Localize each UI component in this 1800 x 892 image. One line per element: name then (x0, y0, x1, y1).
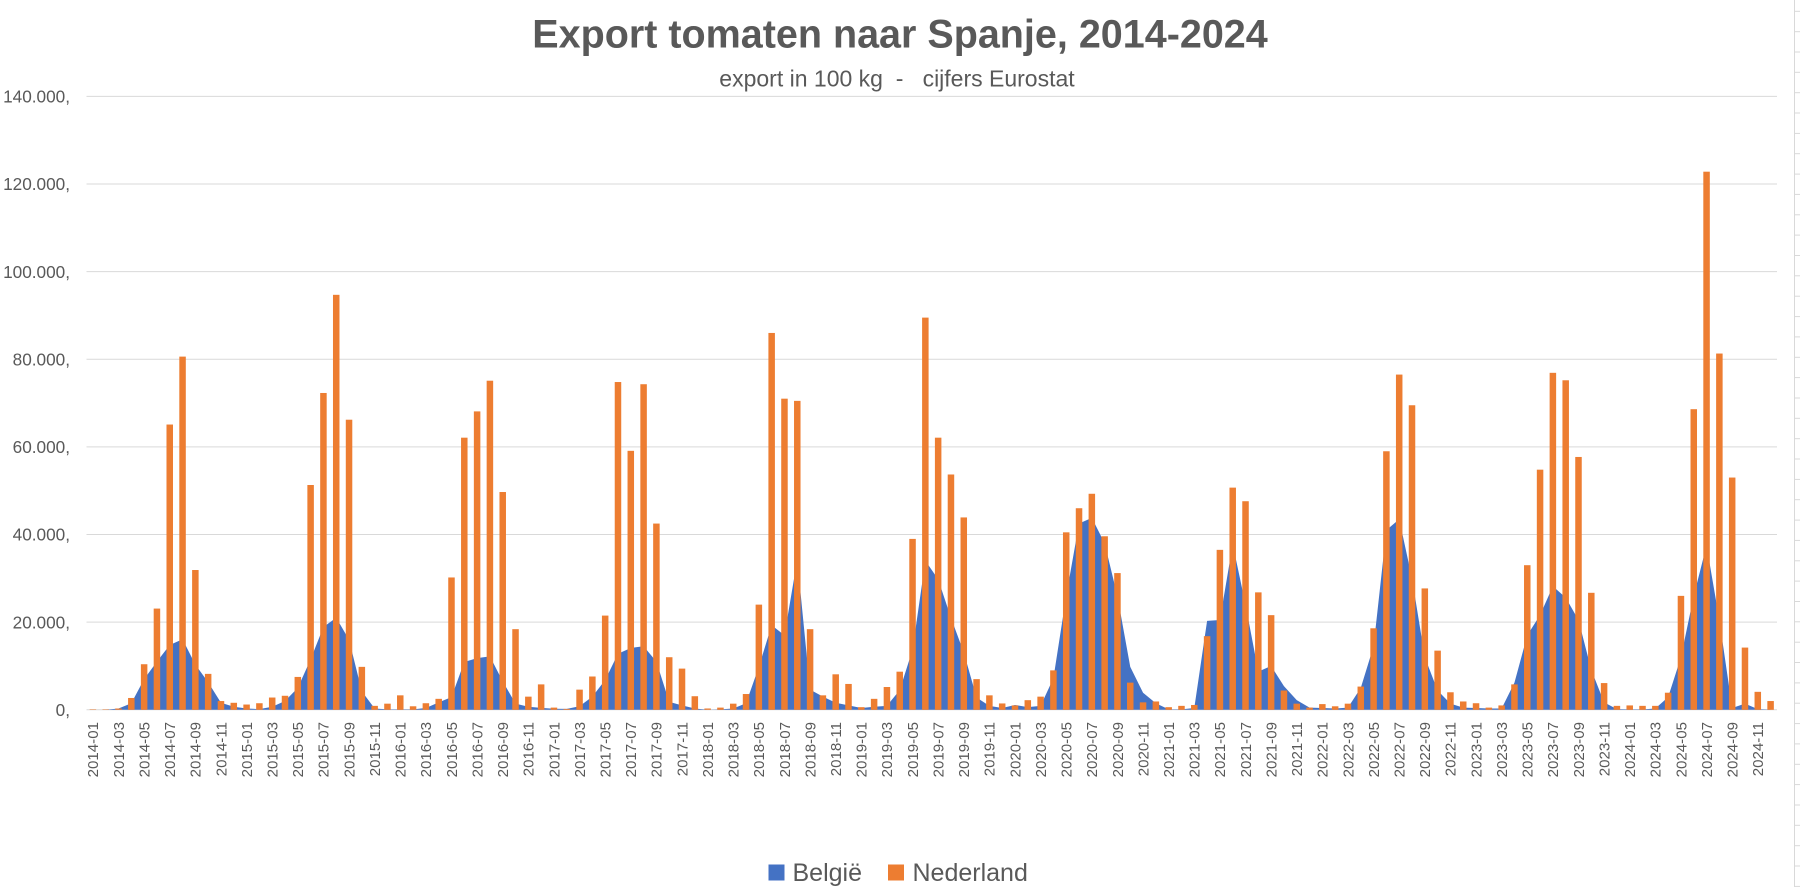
svg-text:2016-01: 2016-01 (393, 722, 410, 777)
svg-text:2018-03: 2018-03 (726, 722, 743, 777)
svg-text:2014-09: 2014-09 (188, 722, 205, 777)
svg-text:2022-03: 2022-03 (1340, 722, 1357, 777)
svg-text:2015-05: 2015-05 (290, 722, 307, 777)
svg-text:2016-11: 2016-11 (521, 722, 538, 776)
svg-text:2021-03: 2021-03 (1187, 722, 1204, 777)
svg-text:2024-07: 2024-07 (1699, 722, 1716, 777)
svg-text:2015-11: 2015-11 (367, 722, 384, 776)
svg-text:2018-05: 2018-05 (751, 722, 768, 777)
svg-text:2018-07: 2018-07 (777, 722, 794, 777)
svg-text:2017-01: 2017-01 (546, 722, 563, 777)
svg-text:2024-11: 2024-11 (1750, 722, 1767, 776)
svg-text:2015-07: 2015-07 (316, 722, 333, 777)
svg-text:60.000,: 60.000, (13, 437, 70, 457)
svg-text:2014-11: 2014-11 (213, 722, 230, 776)
svg-text:2016-05: 2016-05 (444, 722, 461, 777)
svg-text:2020-09: 2020-09 (1110, 722, 1127, 777)
svg-text:2019-03: 2019-03 (879, 722, 896, 777)
svg-text:2017-11: 2017-11 (674, 722, 691, 776)
svg-text:0,: 0, (56, 700, 70, 720)
svg-text:2016-03: 2016-03 (418, 722, 435, 777)
svg-text:2018-01: 2018-01 (700, 722, 717, 777)
svg-text:2014-03: 2014-03 (111, 722, 128, 777)
svg-text:2022-11: 2022-11 (1443, 722, 1460, 776)
svg-text:2023-03: 2023-03 (1494, 722, 1511, 777)
svg-text:2020-07: 2020-07 (1084, 722, 1101, 777)
svg-text:40.000,: 40.000, (13, 525, 70, 545)
svg-text:2023-09: 2023-09 (1571, 722, 1588, 777)
svg-text:2016-07: 2016-07 (469, 722, 486, 777)
svg-text:2018-11: 2018-11 (828, 722, 845, 776)
svg-text:2023-01: 2023-01 (1468, 722, 1485, 777)
svg-text:2019-01: 2019-01 (854, 722, 871, 777)
svg-text:2019-09: 2019-09 (956, 722, 973, 777)
svg-text:2023-11: 2023-11 (1596, 722, 1613, 776)
svg-text:2024-09: 2024-09 (1724, 722, 1741, 777)
svg-text:2024-01: 2024-01 (1622, 722, 1639, 777)
svg-text:80.000,: 80.000, (13, 349, 70, 369)
svg-text:2016-09: 2016-09 (495, 722, 512, 777)
svg-text:2024-03: 2024-03 (1648, 722, 1665, 777)
svg-text:België: België (793, 859, 863, 887)
svg-text:2023-07: 2023-07 (1545, 722, 1562, 777)
svg-text:export in 100 kg - cijfers: export in 100 kg - cijfers Eurostat (719, 66, 1075, 92)
svg-text:2019-07: 2019-07 (930, 722, 947, 777)
svg-text:2014-01: 2014-01 (85, 722, 102, 777)
svg-text:2020-05: 2020-05 (1059, 722, 1076, 777)
svg-text:120.000,: 120.000, (3, 174, 70, 194)
svg-text:2023-05: 2023-05 (1520, 722, 1537, 777)
svg-text:2022-09: 2022-09 (1417, 722, 1434, 777)
svg-text:Export tomaten naar Spanje, 20: Export tomaten naar Spanje, 2014-2024 (532, 13, 1267, 57)
svg-text:2014-05: 2014-05 (136, 722, 153, 777)
svg-text:2019-11: 2019-11 (982, 722, 999, 776)
svg-text:2015-01: 2015-01 (239, 722, 256, 777)
svg-text:2022-07: 2022-07 (1392, 722, 1409, 777)
svg-text:2021-05: 2021-05 (1212, 722, 1229, 777)
svg-text:2015-03: 2015-03 (265, 722, 282, 777)
svg-text:2020-11: 2020-11 (1135, 722, 1152, 776)
svg-text:100.000,: 100.000, (3, 262, 70, 282)
svg-text:2022-05: 2022-05 (1366, 722, 1383, 777)
svg-text:2020-03: 2020-03 (1033, 722, 1050, 777)
svg-text:2024-05: 2024-05 (1673, 722, 1690, 777)
svg-text:2020-01: 2020-01 (1007, 722, 1024, 777)
svg-text:2021-11: 2021-11 (1289, 722, 1306, 776)
svg-text:2014-07: 2014-07 (162, 722, 179, 777)
svg-text:2018-09: 2018-09 (802, 722, 819, 777)
svg-text:2017-03: 2017-03 (572, 722, 589, 777)
svg-text:2021-09: 2021-09 (1263, 722, 1280, 777)
svg-text:Nederland: Nederland (913, 859, 1028, 887)
svg-text:2022-01: 2022-01 (1315, 722, 1332, 777)
svg-text:2015-09: 2015-09 (341, 722, 358, 777)
svg-text:2017-09: 2017-09 (649, 722, 666, 777)
svg-text:2021-01: 2021-01 (1161, 722, 1178, 777)
svg-text:20.000,: 20.000, (13, 612, 70, 632)
svg-text:2017-07: 2017-07 (623, 722, 640, 777)
svg-text:2021-07: 2021-07 (1238, 722, 1255, 777)
svg-text:140.000,: 140.000, (3, 87, 70, 107)
svg-text:2019-05: 2019-05 (905, 722, 922, 777)
svg-text:2017-05: 2017-05 (597, 722, 614, 777)
